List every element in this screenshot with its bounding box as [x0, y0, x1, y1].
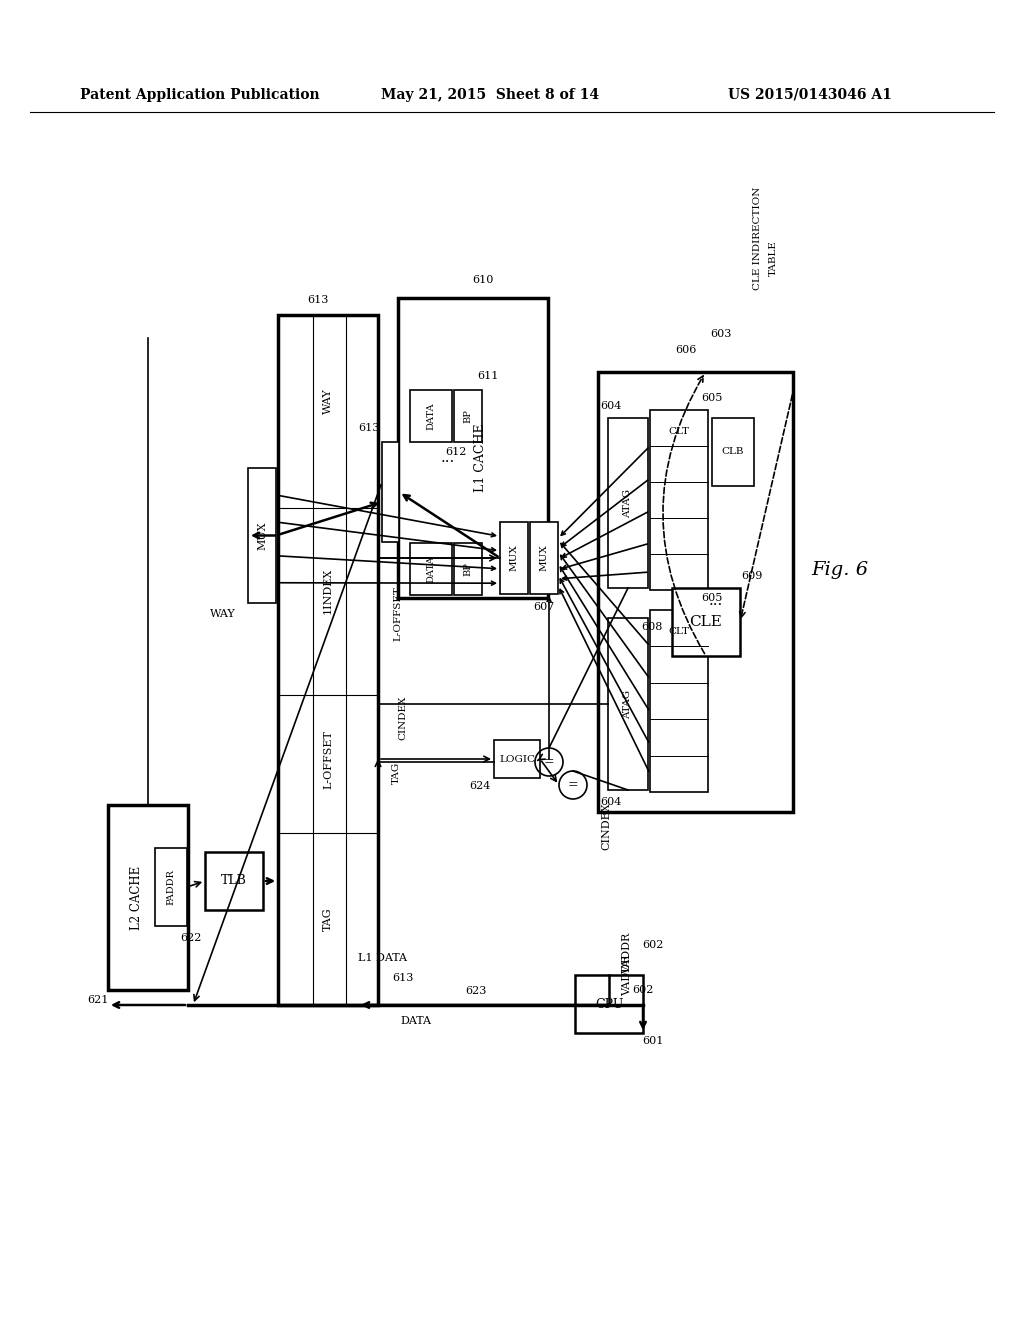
- Text: 613: 613: [307, 294, 329, 305]
- Text: CPU: CPU: [595, 998, 624, 1011]
- Text: May 21, 2015  Sheet 8 of 14: May 21, 2015 Sheet 8 of 14: [381, 88, 599, 102]
- Bar: [598, 372, 793, 812]
- Text: CLE INDIRECTION: CLE INDIRECTION: [754, 186, 763, 289]
- Bar: [712, 418, 754, 486]
- Text: PADDR: PADDR: [167, 869, 175, 906]
- Bar: [575, 975, 643, 1034]
- Text: ATAG: ATAG: [624, 488, 633, 517]
- Text: 605: 605: [701, 593, 723, 603]
- Bar: [248, 469, 276, 603]
- Text: 612: 612: [445, 447, 467, 457]
- Text: 607: 607: [534, 602, 555, 612]
- Text: CLT: CLT: [669, 428, 689, 436]
- Text: =: =: [544, 755, 554, 768]
- Text: L1 CACHE: L1 CACHE: [474, 424, 487, 492]
- Text: TABLE: TABLE: [768, 240, 777, 276]
- Text: 623: 623: [465, 986, 486, 997]
- Text: TAG: TAG: [323, 907, 333, 931]
- Bar: [650, 610, 708, 792]
- Text: 611: 611: [477, 371, 499, 381]
- Bar: [608, 618, 648, 789]
- Text: BP: BP: [464, 409, 472, 422]
- Text: 602: 602: [642, 940, 664, 950]
- Text: 609: 609: [741, 572, 763, 581]
- Bar: [530, 521, 558, 594]
- Text: 613: 613: [357, 422, 379, 433]
- Text: 602: 602: [632, 985, 653, 995]
- Text: DATA: DATA: [427, 556, 435, 582]
- Bar: [410, 389, 452, 442]
- Text: L1 DATA: L1 DATA: [358, 953, 408, 964]
- Text: 603: 603: [710, 329, 731, 339]
- Bar: [382, 442, 399, 543]
- Text: TLB: TLB: [221, 874, 247, 887]
- Text: LOGIC: LOGIC: [499, 755, 535, 763]
- Text: 604: 604: [600, 401, 622, 411]
- Text: 601: 601: [642, 1036, 664, 1045]
- Text: MUX: MUX: [257, 521, 267, 549]
- Bar: [494, 741, 540, 777]
- Text: CLE: CLE: [689, 615, 723, 630]
- Text: 610: 610: [472, 275, 494, 285]
- Text: CLB: CLB: [722, 447, 744, 457]
- Bar: [454, 543, 482, 595]
- Text: L-OFFSET: L-OFFSET: [323, 730, 333, 789]
- Bar: [278, 315, 378, 1005]
- Bar: [108, 805, 188, 990]
- Bar: [672, 587, 740, 656]
- Text: Patent Application Publication: Patent Application Publication: [80, 88, 319, 102]
- Bar: [454, 389, 482, 442]
- Text: Fig. 6: Fig. 6: [811, 561, 868, 579]
- Text: WAY: WAY: [210, 609, 236, 619]
- Text: VADDR: VADDR: [622, 954, 632, 995]
- Text: CINDEX: CINDEX: [601, 803, 611, 850]
- Bar: [398, 298, 548, 598]
- Text: 608: 608: [641, 622, 663, 632]
- Text: 1INDEX: 1INDEX: [323, 568, 333, 614]
- Bar: [205, 851, 263, 909]
- Text: ...: ...: [709, 594, 723, 607]
- Text: WAY: WAY: [323, 388, 333, 414]
- Bar: [650, 411, 708, 590]
- Text: ATAG: ATAG: [624, 689, 633, 718]
- Bar: [608, 418, 648, 587]
- Text: MUX: MUX: [510, 545, 518, 572]
- Text: 605: 605: [701, 393, 723, 403]
- Text: =: =: [567, 779, 579, 792]
- Text: MUX: MUX: [540, 545, 549, 572]
- Text: 624: 624: [469, 781, 490, 791]
- Text: 613: 613: [392, 973, 414, 983]
- Text: BP: BP: [464, 562, 472, 576]
- Text: ...: ...: [441, 451, 455, 465]
- Bar: [410, 543, 452, 595]
- Bar: [500, 521, 528, 594]
- Text: US 2015/0143046 A1: US 2015/0143046 A1: [728, 88, 892, 102]
- Text: 622: 622: [180, 933, 202, 942]
- Text: DATA: DATA: [400, 1016, 431, 1026]
- Bar: [155, 847, 187, 927]
- Text: L2 CACHE: L2 CACHE: [129, 866, 142, 929]
- Text: TAG: TAG: [391, 762, 400, 784]
- Text: VADDR: VADDR: [622, 932, 632, 974]
- Text: 604: 604: [600, 797, 622, 807]
- Text: 621: 621: [87, 995, 109, 1005]
- Text: L-OFFSET: L-OFFSET: [393, 586, 402, 642]
- Text: CINDEX: CINDEX: [398, 696, 408, 741]
- Text: CLT: CLT: [669, 627, 689, 636]
- Text: DATA: DATA: [427, 403, 435, 430]
- Text: 606: 606: [675, 345, 696, 355]
